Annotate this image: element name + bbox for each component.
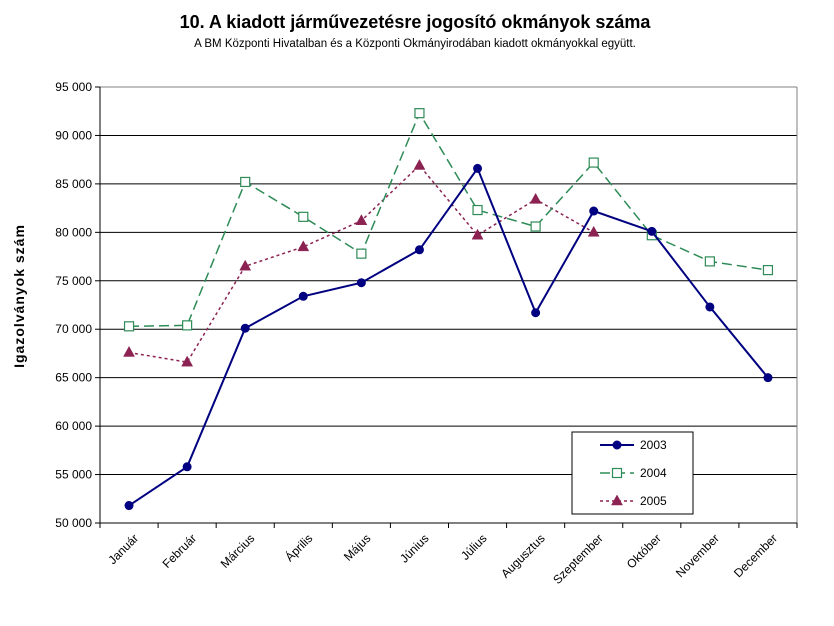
data-point (239, 259, 252, 271)
series-line (129, 111, 769, 328)
data-point (356, 248, 367, 259)
data-point (611, 494, 623, 506)
data-point (611, 467, 623, 479)
x-tick-label: Október (624, 531, 664, 571)
series-2005 (123, 158, 600, 367)
x-tick-label: Április (282, 531, 316, 565)
data-point (182, 462, 192, 472)
y-axis-label: Igazolványok szám (11, 224, 27, 368)
y-tick-label: 60 000 (55, 419, 92, 433)
data-point (413, 158, 426, 170)
data-point (123, 321, 135, 332)
y-tick-label: 50 000 (55, 516, 92, 530)
data-point (414, 245, 424, 255)
series-2004 (123, 108, 774, 332)
data-point (589, 206, 599, 216)
data-point (355, 214, 368, 225)
series-line (128, 166, 769, 507)
data-point (531, 308, 541, 318)
data-point (612, 440, 622, 450)
data-point (124, 501, 134, 511)
data-point (414, 108, 425, 119)
data-point (705, 302, 715, 312)
x-tick-label: November (673, 531, 722, 580)
x-tick-label: Május (341, 531, 374, 564)
x-tick-label: December (731, 531, 780, 580)
data-point (123, 345, 135, 357)
data-point (298, 211, 309, 222)
chart-subtitle: A BM Központi Hivatalban és a Központi O… (194, 38, 636, 50)
data-point (587, 225, 600, 237)
data-point (471, 228, 484, 240)
data-point (530, 221, 541, 232)
data-point (763, 373, 773, 383)
x-tick-label: Február (160, 531, 200, 571)
data-point (762, 265, 774, 276)
series-2003 (124, 163, 773, 511)
x-tick-label: Szeptember (550, 531, 606, 587)
data-point (529, 192, 542, 204)
y-tick-label: 55 000 (55, 468, 92, 482)
data-point (298, 291, 308, 301)
legend: 2003 2004 2005 (571, 431, 694, 515)
data-point (473, 163, 483, 173)
data-point (297, 240, 310, 252)
data-point (240, 323, 250, 333)
x-tick-label: Június (397, 531, 431, 565)
x-tick-label: Március (218, 531, 258, 571)
data-point (647, 226, 657, 236)
legend-label: 2003 (640, 438, 667, 452)
chart-title: 10. A kiadott járművezetésre jogosító ok… (180, 12, 652, 32)
x-tick-label: Július (458, 531, 490, 563)
legend-label: 2005 (640, 494, 667, 508)
data-point (240, 176, 251, 188)
y-tick-label: 80 000 (55, 225, 92, 239)
y-tick-label: 70 000 (55, 322, 92, 336)
data-point (588, 157, 599, 168)
x-tick-label: Augusztus (498, 531, 548, 581)
y-tick-label: 75 000 (55, 274, 92, 288)
y-tick-label: 95 000 (55, 80, 92, 94)
data-point (472, 204, 483, 216)
legend-label: 2004 (640, 466, 667, 480)
data-point (181, 355, 194, 367)
y-tick-label: 85 000 (55, 177, 92, 191)
x-tick-label: Január (105, 531, 141, 567)
plot-area: 50 000 55 000 60 000 65 000 70 000 75 000 80 0… (55, 80, 798, 587)
data-point (356, 278, 366, 288)
data-point (182, 320, 193, 331)
data-point (704, 256, 715, 267)
y-tick-label: 65 000 (55, 371, 92, 385)
y-tick-label: 90 000 (55, 128, 92, 142)
